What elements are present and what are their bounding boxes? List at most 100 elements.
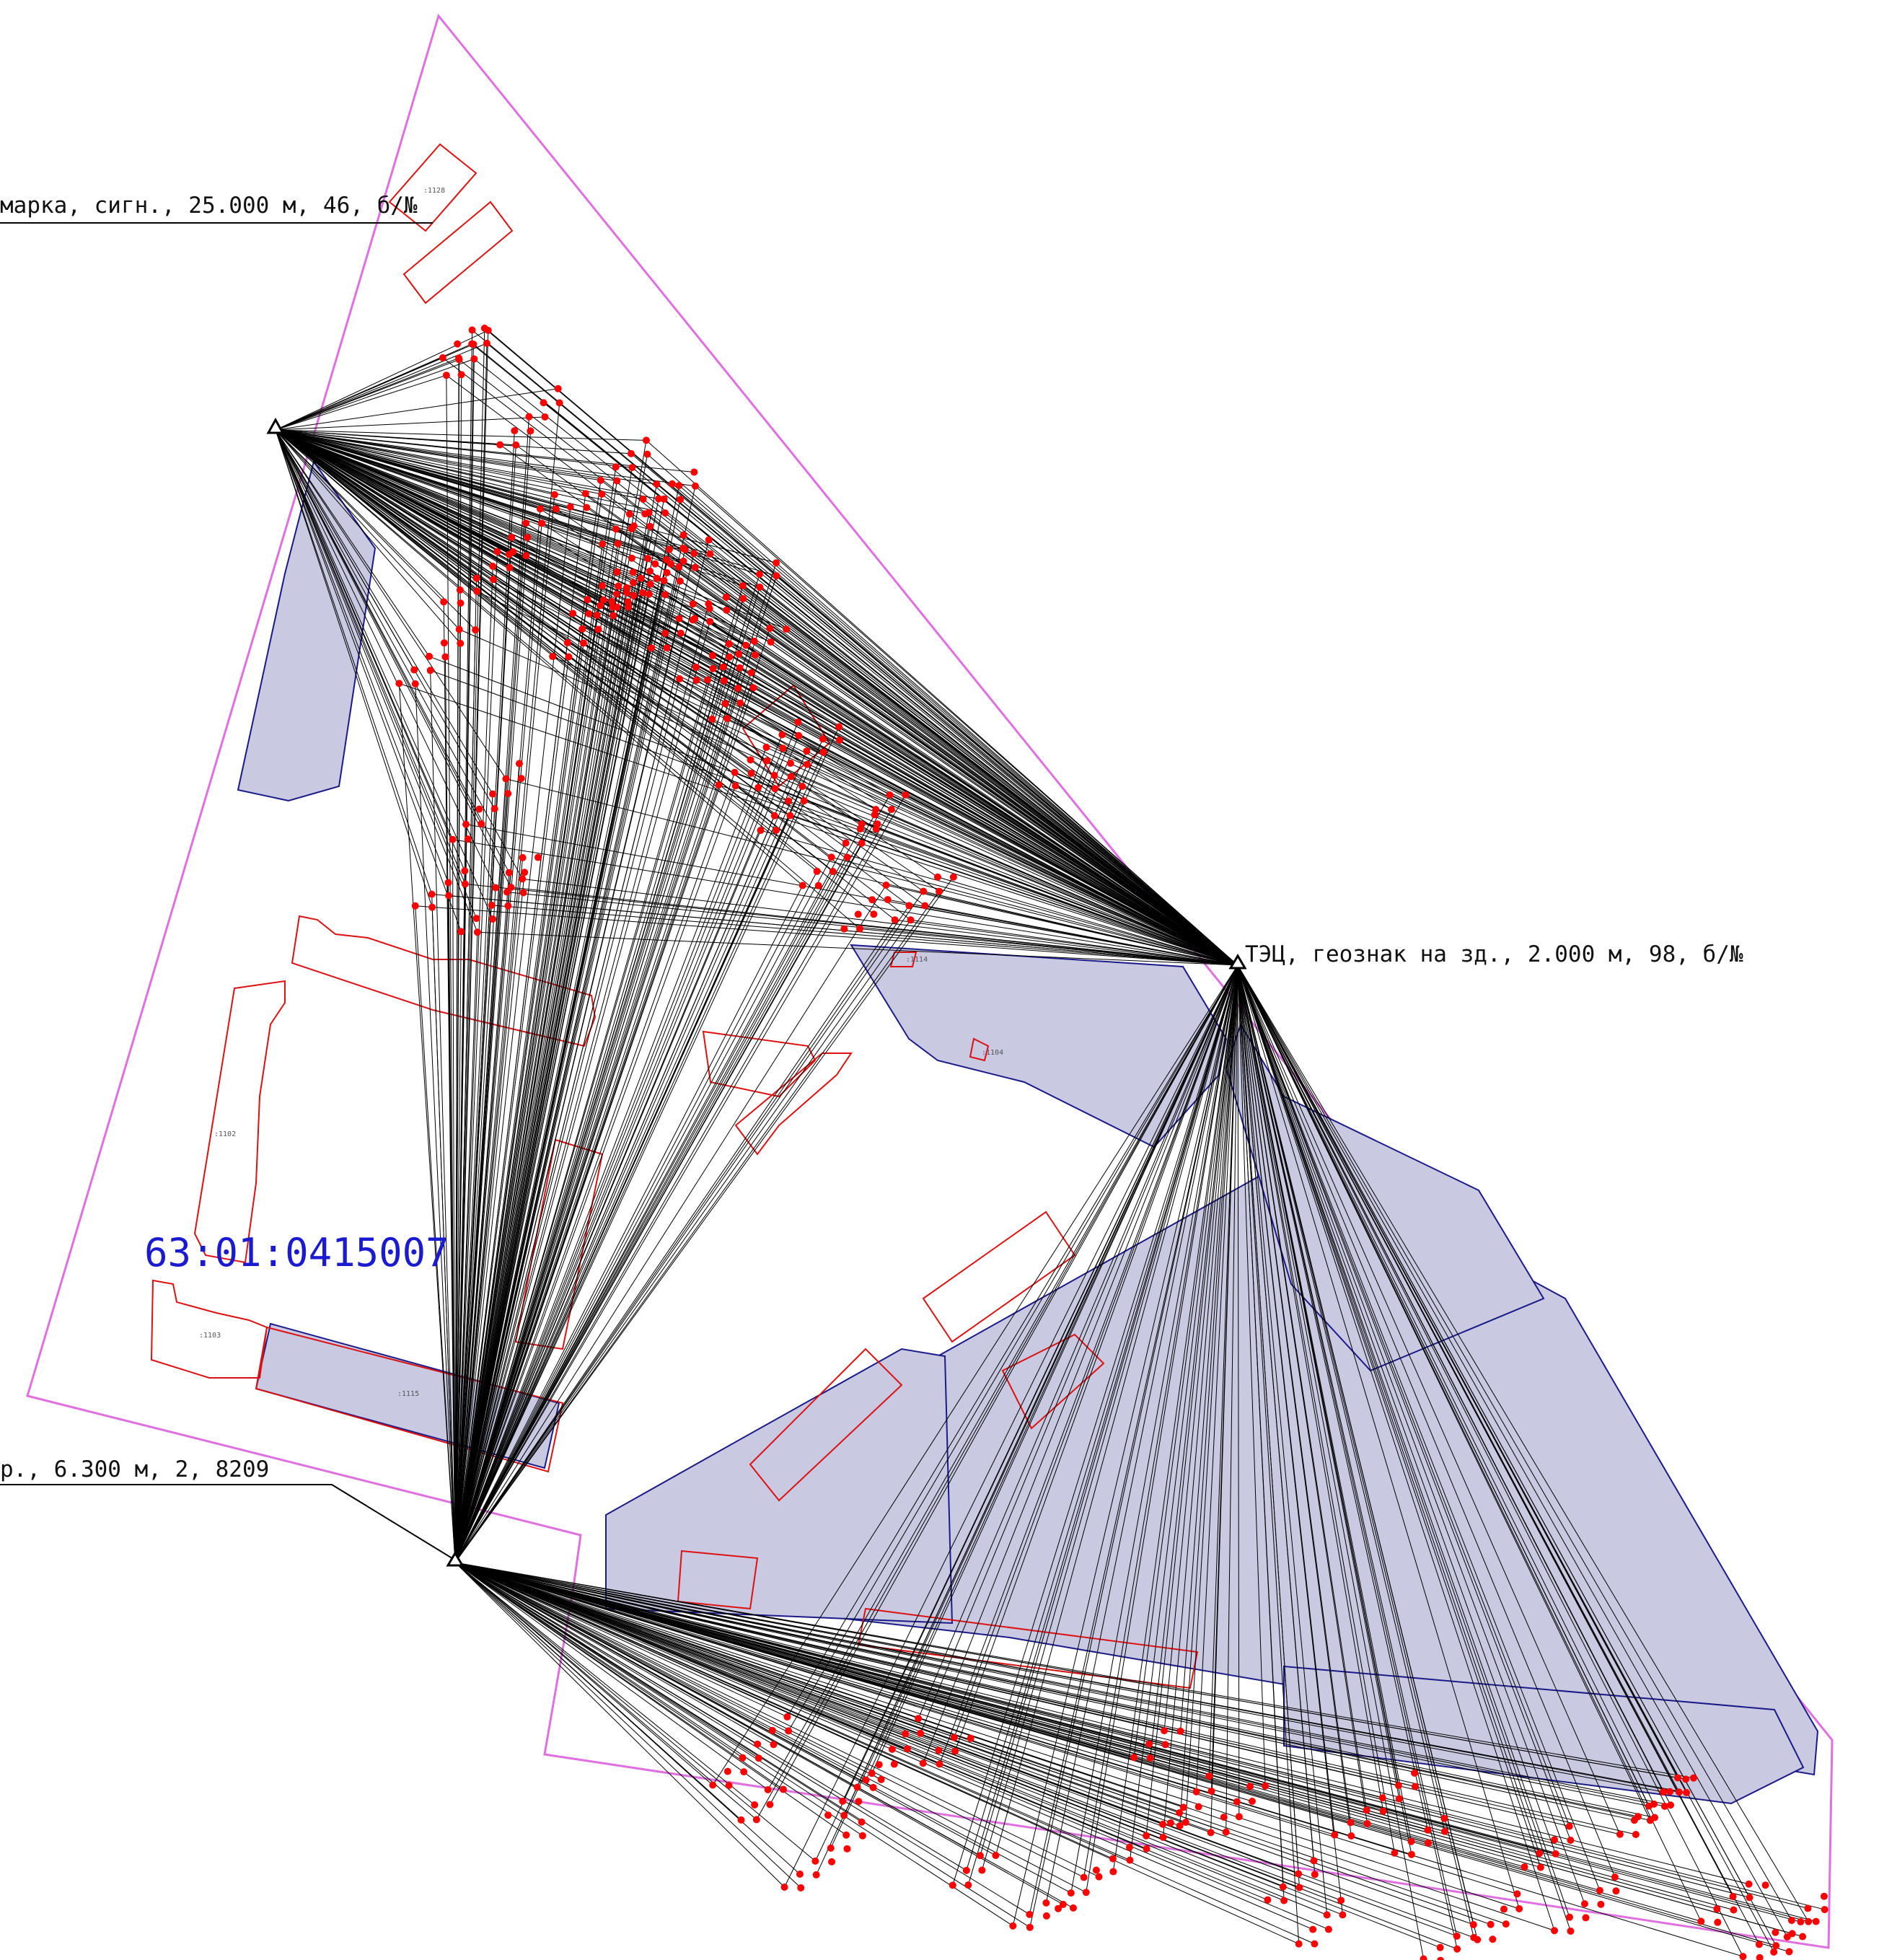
measured-point — [762, 743, 770, 751]
measured-point — [1411, 1783, 1419, 1790]
measured-point — [754, 783, 762, 791]
measured-point — [797, 1884, 805, 1891]
measured-point — [720, 677, 728, 685]
survey-ray — [275, 429, 496, 888]
measured-point — [628, 524, 635, 532]
survey-ray — [454, 1562, 801, 1889]
survey-ray — [1237, 964, 1299, 1874]
survey-ray — [775, 562, 1238, 966]
survey-ray — [454, 603, 462, 1563]
survey-ray — [454, 1562, 1620, 1835]
measured-point — [1673, 1774, 1681, 1782]
measured-point — [737, 1816, 745, 1824]
measured-point — [1176, 1809, 1184, 1816]
survey-ray — [275, 429, 641, 579]
measured-point — [583, 504, 591, 511]
measured-point — [1125, 1843, 1133, 1851]
measured-point — [1092, 1866, 1100, 1874]
measured-point — [630, 579, 638, 586]
survey-ray — [454, 512, 650, 1563]
measured-point — [786, 760, 794, 768]
survey-ray — [454, 1562, 1743, 1957]
measured-point — [1730, 1906, 1738, 1914]
measured-point — [1582, 1914, 1590, 1922]
survey-ray — [1237, 964, 1368, 1811]
measured-point — [679, 557, 687, 565]
survey-ray — [493, 579, 1238, 966]
survey-ray — [275, 429, 449, 883]
measured-point — [455, 354, 463, 362]
survey-ray — [454, 794, 509, 1563]
measured-point — [1337, 1897, 1345, 1904]
survey-ray — [1237, 964, 1571, 1932]
survey-ray — [275, 429, 657, 485]
measured-point — [1596, 1886, 1603, 1894]
survey-ray — [1185, 964, 1238, 1823]
measured-point — [527, 427, 534, 435]
measured-point — [512, 441, 520, 449]
survey-ray — [1237, 964, 1520, 1910]
survey-ray — [454, 748, 783, 1563]
measured-point — [798, 783, 806, 791]
survey-ray — [1237, 964, 1458, 1936]
measured-point — [855, 1798, 863, 1806]
measured-point — [1042, 1912, 1050, 1920]
measured-point — [771, 785, 779, 793]
measured-point — [677, 496, 685, 504]
measured-point — [519, 875, 527, 883]
measured-point — [470, 340, 478, 348]
survey-ray — [454, 1562, 1313, 1930]
measured-point — [1339, 1911, 1347, 1919]
survey-ray — [454, 1562, 1555, 1931]
survey-ray — [275, 429, 603, 545]
survey-ray — [275, 429, 461, 644]
survey-ray — [275, 429, 659, 499]
survey-ray — [743, 598, 1238, 966]
survey-ray — [454, 656, 569, 1563]
measured-point — [1176, 1727, 1184, 1735]
measured-point — [902, 791, 910, 799]
parcel-1102 — [193, 980, 286, 1264]
parcel-east-g — [702, 1030, 817, 1098]
survey-ray — [275, 429, 657, 579]
measured-point — [1783, 1933, 1791, 1941]
survey-ray — [454, 857, 832, 1563]
measured-point — [840, 925, 848, 933]
measured-point — [933, 873, 941, 881]
measured-point — [642, 436, 650, 444]
survey-ray — [454, 529, 617, 1563]
measured-point — [454, 340, 462, 348]
survey-ray — [454, 643, 584, 1563]
measured-point — [1394, 1782, 1402, 1790]
station-leaders — [0, 222, 455, 1560]
survey-ray — [454, 872, 510, 1563]
measured-point — [763, 757, 771, 765]
measured-point — [1080, 1873, 1088, 1881]
measured-point — [951, 1747, 959, 1755]
survey-ray — [511, 887, 1238, 966]
measured-point — [1567, 1836, 1575, 1844]
survey-ray — [454, 567, 511, 1563]
measured-point — [563, 638, 571, 646]
survey-ray — [886, 884, 1238, 966]
measured-point — [468, 326, 476, 334]
measured-point — [585, 610, 593, 618]
survey-ray — [694, 618, 1238, 966]
survey-ray — [275, 429, 433, 895]
measured-point — [1311, 1871, 1319, 1878]
survey-ray — [1237, 964, 1412, 1855]
survey-ray — [454, 563, 777, 1563]
measured-point — [747, 756, 754, 764]
measured-point — [739, 581, 747, 589]
measured-point — [1069, 1904, 1077, 1912]
measured-point — [623, 589, 631, 597]
measured-point — [612, 525, 620, 533]
measured-point — [691, 563, 699, 571]
survey-ray — [454, 585, 744, 1563]
survey-ray — [871, 964, 1238, 1774]
measured-point — [1323, 1911, 1331, 1919]
survey-ray — [275, 429, 817, 872]
measured-point — [1536, 1850, 1544, 1858]
survey-ray — [454, 1562, 967, 1871]
measured-point — [747, 770, 755, 778]
